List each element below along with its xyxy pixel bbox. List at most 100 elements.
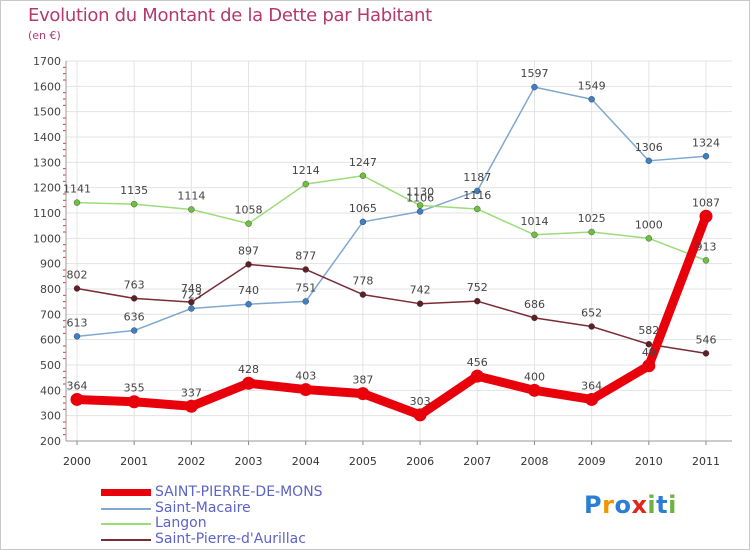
- logo-letter: x: [631, 491, 648, 519]
- logo-letter: i: [668, 491, 677, 519]
- chart-unit: (en €): [28, 29, 61, 42]
- y-tick-label: 1300: [33, 156, 61, 169]
- data-point: [302, 180, 309, 188]
- y-tick-label: 1200: [33, 182, 61, 195]
- data-label: 1141: [63, 183, 91, 196]
- data-label: 1135: [120, 184, 148, 197]
- y-tick-label: 800: [40, 283, 61, 296]
- data-point: [474, 205, 481, 213]
- data-label: 303: [410, 395, 431, 408]
- logo-letter: i: [647, 491, 657, 519]
- x-tick-label: 2010: [635, 455, 663, 468]
- y-tick-label: 1700: [33, 55, 61, 68]
- y-tick-label: 1400: [33, 131, 61, 144]
- data-point: [359, 291, 367, 298]
- data-label: 1214: [292, 164, 320, 177]
- data-point: [585, 392, 599, 406]
- data-label: 1114: [177, 189, 205, 202]
- series-line: [76, 175, 707, 262]
- data-label: 1058: [235, 204, 263, 217]
- data-point: [645, 157, 653, 165]
- data-point: [184, 399, 198, 413]
- data-label: 337: [181, 386, 202, 399]
- data-label: 751: [295, 281, 316, 294]
- data-label: 877: [295, 249, 316, 262]
- data-label: 613: [67, 316, 88, 329]
- data-point: [359, 172, 367, 179]
- logo-letter: o: [614, 491, 632, 519]
- data-point: [642, 359, 656, 373]
- data-labels: 364 355 337 428 403 387 303 456 400 364 49 1087 613 6…: [63, 67, 720, 408]
- data-label: 1025: [578, 212, 606, 225]
- series-line: [76, 86, 707, 338]
- data-point: [73, 199, 81, 206]
- x-tick-label: 2001: [120, 455, 148, 468]
- data-point: [130, 200, 138, 208]
- legend-label: Saint-Macaire: [155, 499, 251, 516]
- data-label: 1014: [520, 215, 548, 228]
- data-label: 1187: [463, 171, 491, 184]
- data-label: 636: [124, 311, 145, 324]
- data-point: [70, 392, 84, 406]
- data-label: 49: [642, 346, 656, 359]
- y-tick-label: 1500: [33, 106, 61, 119]
- data-point: [130, 295, 138, 302]
- data-point: [474, 297, 481, 305]
- data-point: [242, 376, 256, 390]
- logo-letter: t: [656, 491, 669, 519]
- y-tick-label: 300: [40, 410, 61, 423]
- data-label: 387: [352, 374, 373, 387]
- data-point: [416, 300, 424, 307]
- data-point: [245, 220, 252, 227]
- data-point: [188, 298, 195, 306]
- data-point: [130, 327, 138, 334]
- logo-letter: P: [584, 491, 603, 519]
- data-label: 456: [467, 356, 488, 369]
- legend-swatch: [101, 538, 151, 541]
- plot-area: [66, 61, 732, 441]
- data-point: [127, 395, 141, 409]
- data-point: [299, 383, 313, 397]
- legend-label: Saint-Pierre-d'Aurillac: [155, 530, 306, 547]
- data-label: 428: [238, 363, 259, 376]
- data-label: 364: [581, 379, 602, 392]
- x-tick-label: 2002: [177, 455, 205, 468]
- data-point: [702, 257, 710, 264]
- x-tick-label: 2008: [520, 455, 548, 468]
- data-label: 1247: [349, 156, 377, 169]
- data-point: [416, 208, 424, 215]
- y-tick-label: 900: [40, 258, 61, 271]
- data-point: [188, 206, 195, 213]
- y-tick-label: 200: [40, 435, 61, 448]
- x-tick-label: 2000: [63, 455, 91, 468]
- x-tick-label: 2003: [235, 455, 263, 468]
- data-point: [73, 285, 81, 292]
- data-point: [470, 369, 484, 383]
- data-label: 582: [638, 324, 659, 337]
- proxiti-logo[interactable]: Proxiti: [584, 491, 677, 519]
- data-label: 355: [124, 382, 145, 395]
- data-label: 1549: [578, 79, 606, 92]
- x-tick-label: 2011: [692, 455, 720, 468]
- data-label: 748: [181, 282, 202, 295]
- data-label: 1106: [406, 191, 434, 204]
- y-tick-label: 600: [40, 334, 61, 347]
- axes: 200 300 400 500 600 700 800 900 1000 1100 1200 1300…: [33, 55, 732, 468]
- data-label: 1597: [520, 67, 548, 80]
- data-label: 763: [124, 278, 145, 291]
- data-label: 652: [581, 306, 602, 319]
- series-line: [72, 211, 711, 420]
- x-tick-label: 2005: [349, 455, 377, 468]
- y-tick-label: 1600: [33, 80, 61, 93]
- data-point: [645, 235, 653, 242]
- data-point: [302, 298, 309, 305]
- y-tick-label: 500: [40, 359, 61, 372]
- data-label: 742: [410, 284, 431, 297]
- data-point: [73, 333, 81, 340]
- data-point: [245, 261, 252, 268]
- y-tick-label: 1100: [33, 207, 61, 220]
- data-point: [413, 408, 427, 422]
- data-point: [645, 341, 653, 348]
- data-label: 1130: [406, 185, 434, 198]
